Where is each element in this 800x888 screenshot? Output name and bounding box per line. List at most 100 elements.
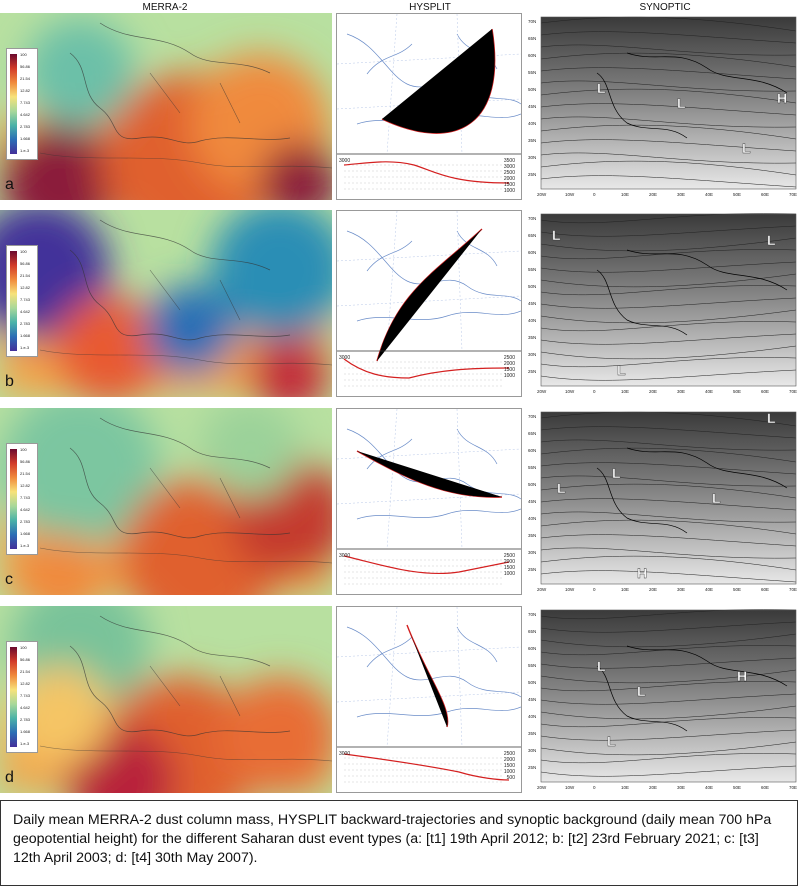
longitude-tick-label: 0 — [593, 785, 596, 790]
colorbar-tick-label: 1.668 — [20, 136, 31, 141]
latitude-tick-label: 25N — [528, 567, 536, 572]
start-altitude-label: 3000 — [339, 355, 351, 361]
longitude-tick-label: 10E — [621, 587, 629, 592]
colorbar-tick-label: 2.783 — [20, 717, 31, 722]
longitude-tick-label: 50E — [733, 389, 741, 394]
latitude-tick-label: 60N — [528, 646, 536, 651]
longitude-tick-label: 30E — [677, 785, 685, 790]
colorbar-tick-label: 100 — [20, 447, 27, 452]
latitude-tick-label: 50N — [528, 87, 536, 92]
latitude-tick-label: 45N — [528, 499, 536, 504]
row-label: c — [5, 571, 13, 588]
colorbar: 100 56.86 21.54 12.82 7.743 4.642 2.783 1.668 1.… — [6, 48, 38, 160]
latitude-tick-label: 55N — [528, 70, 536, 75]
colorbar-tick-label: 21.54 — [20, 669, 31, 674]
start-altitude-label: 3000 — [339, 158, 351, 164]
colorbar-gradient — [10, 54, 17, 154]
row-label: a — [5, 176, 14, 193]
pressure-center-label: L — [557, 480, 566, 496]
latitude-tick-label: 45N — [528, 104, 536, 109]
colorbar-tick-label: 21.54 — [20, 273, 31, 278]
latitude-tick-label: 55N — [528, 267, 536, 272]
colorbar-tick-label: 12.82 — [20, 681, 31, 686]
altitude-tick-label: 2000 — [503, 176, 515, 182]
longitude-tick-label: 10W — [565, 192, 575, 197]
longitude-tick-label: 30E — [677, 389, 685, 394]
altitude-tick-label: 1000 — [503, 373, 515, 379]
altitude-tick-label: 1000 — [503, 571, 515, 577]
altitude-tick-label: 3000 — [503, 164, 515, 170]
longitude-tick-label: 60E — [761, 587, 769, 592]
colorbar-tick-label: 12.82 — [20, 483, 31, 488]
colorbar-tick-label: 100 — [20, 645, 27, 650]
longitude-tick-label: 40E — [705, 587, 713, 592]
longitude-tick-label: 40E — [705, 389, 713, 394]
latitude-tick-label: 40N — [528, 121, 536, 126]
longitude-tick-label: 30E — [677, 192, 685, 197]
pressure-center-label: L — [767, 232, 776, 248]
latitude-tick-label: 35N — [528, 731, 536, 736]
longitude-tick-label: 30E — [677, 587, 685, 592]
altitude-tick-label: 2000 — [503, 757, 515, 763]
colorbar-gradient — [10, 449, 17, 549]
longitude-tick-label: 10E — [621, 389, 629, 394]
colorbar-tick-label: 12.82 — [20, 285, 31, 290]
altitude-tick-label: 1500 — [503, 565, 515, 571]
colorbar-tick-label: 1.e-3 — [20, 741, 30, 746]
pressure-center-label: L — [612, 465, 621, 481]
longitude-tick-label: 50E — [733, 587, 741, 592]
latitude-tick-label: 40N — [528, 516, 536, 521]
latitude-tick-label: 45N — [528, 301, 536, 306]
colorbar-tick-label: 1.e-3 — [20, 543, 30, 548]
merra-dust-map: 100 56.86 21.54 12.82 7.743 4.642 2.783 1.668 1.… — [0, 606, 332, 793]
colorbar-tick-label: 7.743 — [20, 100, 31, 105]
latitude-tick-label: 50N — [528, 284, 536, 289]
altitude-tick-label: 2500 — [503, 170, 515, 176]
hysplit-trajectory-panel: 3000 3500 3000 2500 2000 1500 1000 — [336, 13, 522, 200]
latitude-tick-label: 55N — [528, 663, 536, 668]
pressure-center-label: L — [767, 410, 776, 426]
longitude-tick-label: 10W — [565, 587, 575, 592]
synoptic-map: L L L 70N 65N 60N 55N 50N 45N 40N 35N 30N 25N 20W 10W 0… — [527, 210, 798, 397]
longitude-tick-label: 50E — [733, 192, 741, 197]
colorbar-tick-label: 1.668 — [20, 333, 31, 338]
pressure-center-label: L — [677, 95, 686, 111]
longitude-tick-label: 0 — [593, 587, 596, 592]
longitude-tick-label: 0 — [593, 192, 596, 197]
latitude-tick-label: 50N — [528, 482, 536, 487]
colorbar-tick-label: 56.86 — [20, 657, 31, 662]
longitude-tick-label: 20W — [537, 389, 547, 394]
longitude-tick-label: 60E — [761, 192, 769, 197]
longitude-tick-label: 70E — [789, 192, 797, 197]
altitude-tick-label: 2500 — [503, 355, 515, 361]
hysplit-trajectory-panel: 3000 2500 2000 1500 1000 500 — [336, 606, 522, 793]
altitude-tick-label: 1500 — [503, 182, 515, 188]
colorbar-gradient — [10, 251, 17, 351]
pressure-center-label: L — [552, 227, 561, 243]
latitude-tick-label: 60N — [528, 250, 536, 255]
latitude-tick-label: 55N — [528, 465, 536, 470]
synoptic-map: L L L L H 70N 65N 60N 55N 50N 45N 40N 35N 30N 25N 20W 10… — [527, 408, 798, 595]
latitude-tick-label: 35N — [528, 335, 536, 340]
latitude-tick-label: 70N — [528, 19, 536, 24]
longitude-tick-label: 70E — [789, 587, 797, 592]
longitude-tick-label: 60E — [761, 389, 769, 394]
latitude-tick-label: 35N — [528, 138, 536, 143]
altitude-tick-label: 3500 — [503, 158, 515, 164]
latitude-tick-label: 40N — [528, 714, 536, 719]
longitude-tick-label: 50E — [733, 785, 741, 790]
colorbar-tick-label: 100 — [20, 52, 27, 57]
longitude-tick-label: 20E — [649, 389, 657, 394]
start-altitude-label: 3000 — [339, 751, 351, 757]
longitude-tick-label: 20W — [537, 192, 547, 197]
colorbar-tick-label: 2.783 — [20, 124, 31, 129]
start-altitude-label: 3000 — [339, 553, 351, 559]
longitude-tick-label: 40E — [705, 785, 713, 790]
pressure-center-label: L — [597, 658, 606, 674]
colorbar: 100 56.86 21.54 12.82 7.743 4.642 2.783 1.668 1.… — [6, 245, 38, 357]
longitude-tick-label: 70E — [789, 389, 797, 394]
latitude-tick-label: 60N — [528, 53, 536, 58]
hysplit-trajectory-panel: 3000 2500 2000 1500 1000 — [336, 408, 522, 595]
colorbar-tick-label: 21.54 — [20, 76, 31, 81]
altitude-tick-label: 500 — [506, 775, 515, 781]
